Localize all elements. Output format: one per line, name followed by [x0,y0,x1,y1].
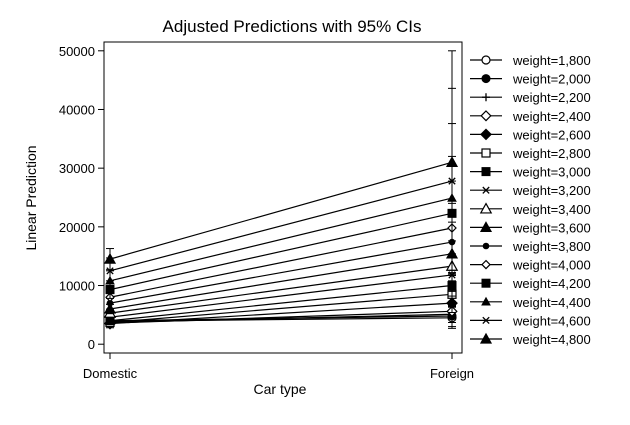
chart-title: Adjusted Predictions with 95% CIs [163,17,422,36]
legend-marker [481,259,491,270]
series-15 [106,87,456,287]
legend-item: weight=3,000 [470,165,591,180]
series-line [109,310,453,324]
legend-marker [482,242,490,250]
legend-item: weight=4,800 [470,332,591,347]
series-16 [103,50,459,277]
legend-item: weight=4,200 [470,276,591,291]
series-14 [105,123,457,293]
y-axis-label: Linear Prediction [23,145,39,250]
series-line [109,284,453,322]
y-tick-label: 30000 [59,161,95,176]
x-tick-label: Domestic [83,366,138,381]
x-tick-label: Foreign [430,366,474,381]
legend-label: weight=4,800 [512,332,591,347]
data-point [445,156,459,167]
legend-item: weight=3,200 [470,183,591,198]
legend-item: weight=2,200 [470,90,591,105]
legend-item: weight=3,800 [470,239,591,254]
y-tick-label: 20000 [59,220,95,235]
legend-marker [481,74,491,84]
legend-label: weight=1,800 [512,53,591,68]
legend-marker [480,110,492,122]
legend-label: weight=2,000 [512,72,591,87]
series-line [109,161,453,260]
series-10 [103,221,459,315]
legend-item: weight=2,600 [470,127,591,142]
legend-item: weight=4,000 [470,258,591,273]
series-line [109,274,453,318]
series-line [109,241,453,304]
legend-marker [480,128,492,141]
legend-label: weight=3,600 [512,220,591,235]
legend-marker [482,93,490,102]
y-tick-label: 50000 [59,44,95,59]
legend-item: weight=2,400 [470,109,591,124]
series-line [109,302,453,325]
legend-marker [481,278,491,288]
legend-label: weight=4,600 [512,313,591,328]
x-axis-label: Car type [254,381,307,397]
legend-item: weight=2,000 [470,72,591,87]
legend-label: weight=4,400 [512,295,591,310]
series-line [109,293,453,324]
y-tick-label: 0 [88,337,95,352]
legend-item: weight=2,800 [470,146,591,161]
legend-marker [481,148,491,158]
legend-marker [479,202,493,214]
legend-label: weight=2,200 [512,90,591,105]
y-tick-label: 40000 [59,102,95,117]
legend-label: weight=3,400 [512,202,591,217]
plot-area: 0 10000 20000 30000 40000 50000 Domestic Foreig… [59,41,474,381]
series-line [109,227,453,298]
legend-label: weight=2,600 [512,127,591,142]
series-line [109,253,453,310]
legend-item: weight=3,400 [470,202,591,217]
legend-label: weight=4,000 [512,258,591,273]
legend-marker [479,221,493,233]
plot-frame [103,41,463,354]
legend-marker [481,167,491,177]
legend-marker [479,332,493,344]
series-line [109,212,453,291]
series-line [109,180,453,272]
series-13 [105,155,457,299]
legend-item: weight=4,600 [470,313,591,328]
legend-label: weight=3,200 [512,183,591,198]
legend-marker [482,186,490,194]
legend-label: weight=4,200 [512,276,591,291]
legend-label: weight=2,400 [512,109,591,124]
legend-label: weight=2,800 [512,146,591,161]
legend-marker [481,55,491,65]
data-point [103,252,117,264]
series-12 [105,180,457,305]
series-line [109,197,453,282]
legend-label: weight=3,000 [512,165,591,180]
y-tick-label: 10000 [59,279,95,294]
legend-item: weight=3,600 [470,220,591,235]
legend-marker [481,296,491,306]
legend-item: weight=4,400 [470,295,591,310]
series-line [109,265,453,314]
legend-item: weight=1,800 [470,53,591,68]
legend-marker [482,316,490,325]
legend: weight=1,800 weight=2,000 weight=2,200 weig… [470,53,591,347]
legend-label: weight=3,800 [512,239,591,254]
series-11 [106,202,456,310]
